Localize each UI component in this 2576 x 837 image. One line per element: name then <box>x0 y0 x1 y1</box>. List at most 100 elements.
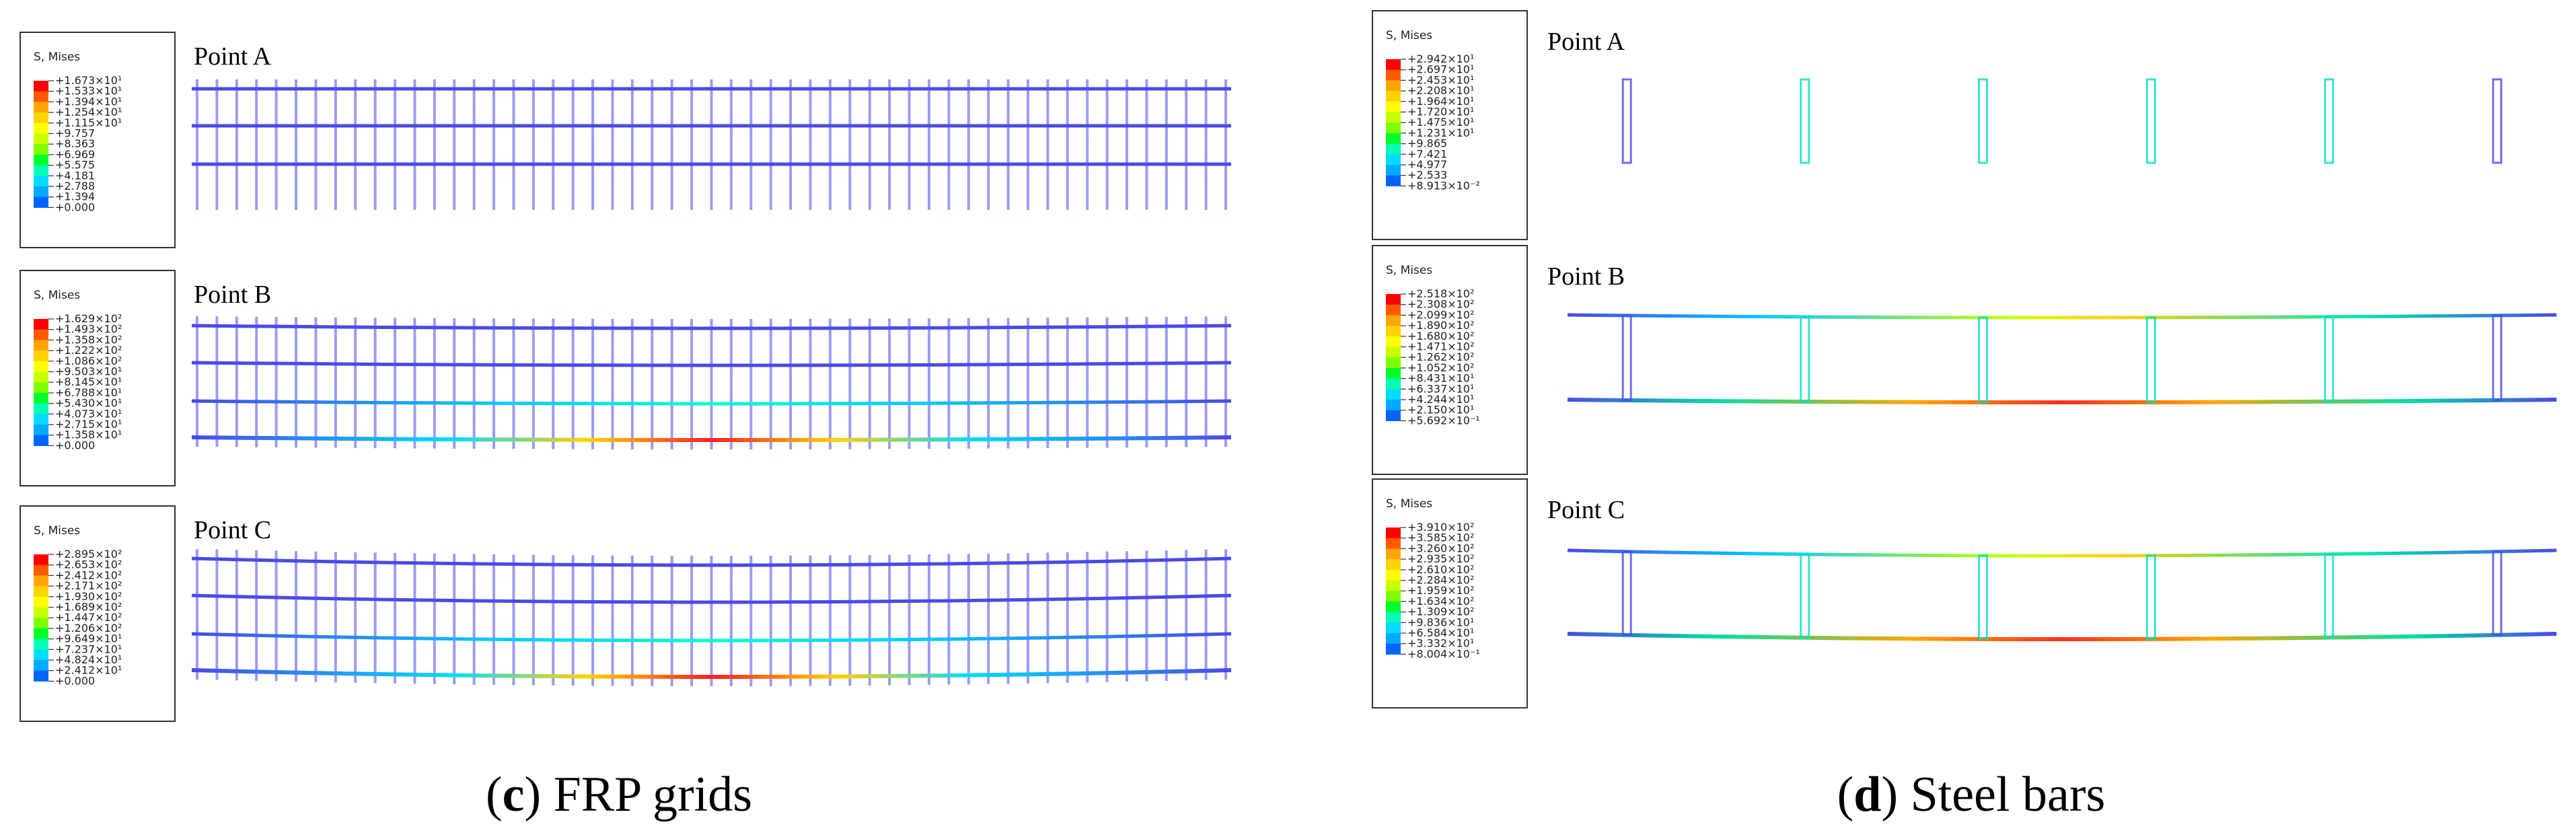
legend-value: +1.309×10² <box>1407 606 1474 618</box>
legend-color-band <box>1386 154 1401 166</box>
legend-color-band <box>34 425 48 436</box>
legend-color-band <box>1386 591 1401 602</box>
legend-value: +1.720×10¹ <box>1407 106 1474 118</box>
panel-caption: (d) Steel bars <box>1837 767 2106 822</box>
legend-color-band <box>1386 347 1401 358</box>
legend-value: +1.086×10² <box>55 355 122 367</box>
legend-value: +0.000 <box>55 674 95 687</box>
steel-stirrup <box>2492 314 2503 402</box>
legend-value: +2.412×10¹ <box>55 664 122 677</box>
legend-value: +3.910×10² <box>1407 521 1474 534</box>
legend-color-band <box>1386 580 1401 591</box>
legend-color-band <box>1386 133 1401 145</box>
legend-value: +2.533 <box>1407 169 1447 182</box>
legend-color-band <box>34 596 48 608</box>
legend-value: +2.284×10² <box>1407 574 1474 587</box>
legend-value: +1.254×10¹ <box>55 106 122 118</box>
legend-value: +2.942×10¹ <box>1407 52 1474 65</box>
legend-value: +1.206×10² <box>55 622 122 634</box>
legend-value: +7.237×10¹ <box>55 643 122 655</box>
legend-value: +2.788 <box>55 180 95 192</box>
steel-stirrup <box>2324 78 2334 164</box>
legend-value: +2.171×10² <box>55 579 122 592</box>
legend-value: +1.358×10² <box>55 333 122 346</box>
legend-color-band <box>34 361 48 372</box>
legend-value: +9.865 <box>1407 137 1447 150</box>
legend-value: +1.629×10² <box>55 312 122 325</box>
legend-value: +9.836×10¹ <box>1407 616 1474 628</box>
legend-color-band <box>34 176 48 187</box>
legend-value: +8.913×10⁻² <box>1407 179 1480 192</box>
legend-value: +4.244×10¹ <box>1407 393 1474 406</box>
legend-color-band <box>1386 612 1401 623</box>
steel-stirrup <box>2145 78 2156 164</box>
legend-color-band <box>1386 304 1401 316</box>
legend-value: +1.634×10² <box>1407 595 1474 608</box>
legend-title: S, Mises <box>1386 264 1432 277</box>
legend-value: +1.471×10² <box>1407 340 1474 353</box>
frp-longitudinal-bar <box>191 632 1232 643</box>
legend-color-band <box>1386 527 1401 539</box>
legend-color-band <box>34 122 48 134</box>
legend-color-band <box>34 133 48 145</box>
legend-value: +6.337×10¹ <box>1407 382 1474 395</box>
legend-value: +2.653×10² <box>55 558 122 571</box>
frp-grid-mesh <box>191 79 1231 210</box>
legend-value: +4.977 <box>1407 158 1447 171</box>
frp-longitudinal-bar <box>191 324 1232 330</box>
legend-value: +9.503×10¹ <box>55 365 122 378</box>
legend-value: +2.610×10² <box>1407 563 1474 576</box>
legend-color-band <box>34 554 48 566</box>
legend-color-band <box>34 586 48 597</box>
legend-value: +2.150×10¹ <box>1407 404 1474 416</box>
steel-stirrup <box>2145 554 2156 641</box>
legend-color-band <box>1386 633 1401 645</box>
legend-color-band <box>34 639 48 650</box>
legend-value: +5.430×10¹ <box>55 397 122 410</box>
legend-color-band <box>1386 559 1401 571</box>
legend-color-band <box>1386 112 1401 123</box>
legend-value: +1.052×10² <box>1407 361 1474 374</box>
legend-color-band <box>1386 69 1401 81</box>
frp-longitudinal-bar <box>191 435 1232 442</box>
legend-value: +1.475×10¹ <box>1407 116 1474 129</box>
legend-color-band <box>34 392 48 404</box>
legend-value: +5.575 <box>55 159 95 172</box>
legend-value: +4.824×10¹ <box>55 653 122 666</box>
legend-color-band <box>34 351 48 362</box>
legend-color-band <box>34 382 48 394</box>
legend-color-band <box>34 112 48 124</box>
mises-legend: S, Mises+2.895×10²+2.653×10²+2.412×10²+2… <box>20 505 176 722</box>
legend-title: S, Mises <box>1386 497 1432 511</box>
legend-color-band <box>1386 400 1401 411</box>
legend-color-band <box>1386 548 1401 560</box>
legend-color-band <box>34 329 48 340</box>
legend-color-band <box>34 186 48 198</box>
legend-color-band <box>34 319 48 330</box>
legend-color-band <box>34 196 48 208</box>
panel-caption: (c) FRP grids <box>486 767 752 822</box>
steel-stirrup <box>2324 316 2334 403</box>
legend-color-band <box>34 144 48 155</box>
legend-color-band <box>1386 389 1401 400</box>
legend-color-band <box>34 403 48 414</box>
steel-stirrup <box>2492 78 2503 164</box>
mises-legend: S, Mises+2.942×10¹+2.697×10¹+2.453×10¹+2… <box>1372 10 1528 240</box>
steel-stirrup <box>1621 550 1632 636</box>
legend-value: +2.895×10² <box>55 548 122 560</box>
legend-color-band <box>34 154 48 166</box>
legend-value: +8.431×10¹ <box>1407 372 1474 385</box>
legend-value: +5.692×10⁻¹ <box>1407 414 1480 427</box>
legend-color-band <box>1386 326 1401 337</box>
legend-value: +1.447×10² <box>55 611 122 624</box>
legend-color-band <box>34 435 48 446</box>
point-label: Point A <box>1547 28 1625 56</box>
legend-color-band <box>1386 175 1401 186</box>
legend-value: +3.332×10¹ <box>1407 637 1474 650</box>
steel-bar-cage <box>1567 548 2557 641</box>
legend-color-band <box>1386 601 1401 613</box>
legend-color-band <box>34 102 48 113</box>
point-label: Point B <box>1547 262 1625 291</box>
legend-value: +1.231×10¹ <box>1407 126 1474 139</box>
